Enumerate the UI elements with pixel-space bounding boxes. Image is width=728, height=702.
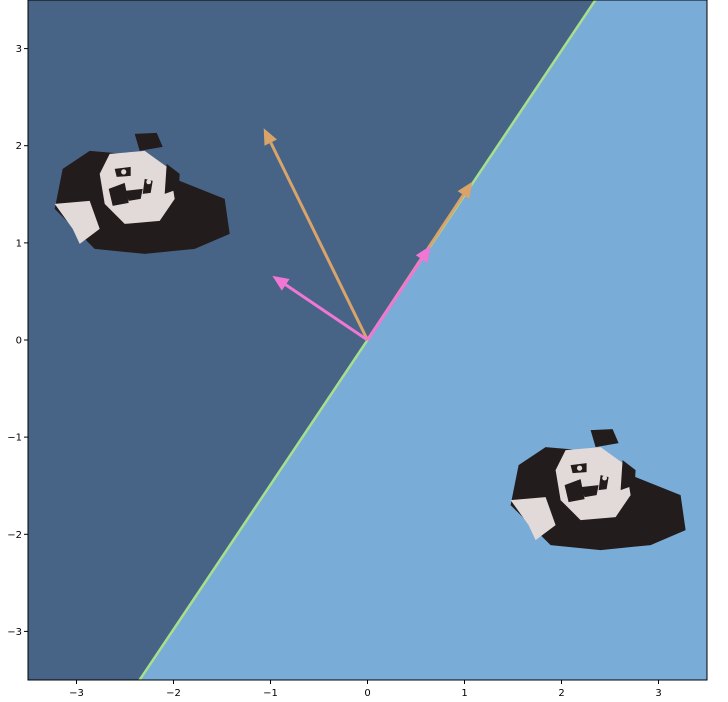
x-tick-label: 1 — [461, 688, 467, 699]
vector-head — [272, 275, 290, 291]
y-tick-label: 1 — [16, 238, 22, 249]
x-axis: −3 −2 −1 0 1 2 3 — [69, 680, 662, 699]
x-tick-label: 2 — [558, 688, 564, 699]
x-tick-label: −1 — [263, 688, 278, 699]
x-tick-label: −2 — [166, 688, 181, 699]
y-tick-label: 0 — [16, 336, 22, 347]
y-tick-label: 2 — [16, 141, 22, 152]
vector-head — [415, 245, 431, 263]
vector-head — [263, 128, 277, 146]
x-tick-label: −3 — [69, 688, 84, 699]
vector-arrow — [366, 245, 431, 341]
y-tick-label: −3 — [7, 627, 22, 638]
y-tick-label: −1 — [7, 433, 22, 444]
x-tick-label: 3 — [655, 688, 661, 699]
y-axis: −3 −2 −1 0 1 2 3 — [7, 44, 28, 638]
vector-head — [457, 181, 473, 199]
y-tick-label: −2 — [7, 530, 22, 541]
vector-shaft — [284, 283, 369, 342]
vector-shaft — [269, 141, 369, 341]
vector-arrow — [272, 275, 369, 342]
y-tick-label: 3 — [16, 44, 22, 55]
vector-arrow — [263, 128, 369, 341]
vector-shaft — [366, 258, 423, 341]
x-tick-label: 0 — [364, 688, 370, 699]
